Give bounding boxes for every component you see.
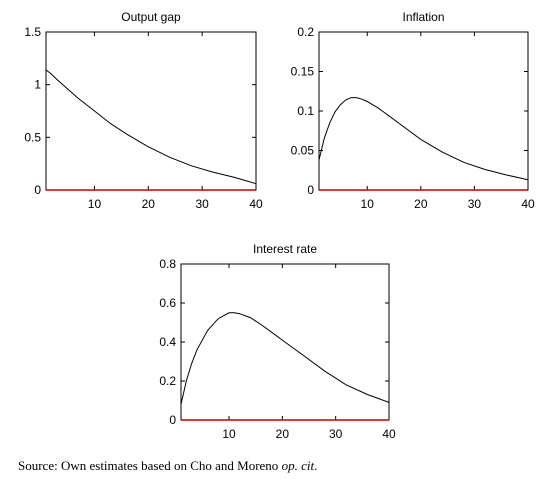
panel-1-axes-box [45,31,257,191]
panel-2-x-tick-label: 10 [361,197,375,211]
panel-3-title: Interest rate [253,242,317,256]
source-note: Source: Own estimates based on Cho and M… [18,458,317,474]
panel-1-title: Output gap [121,10,181,24]
panel-3-series-line [180,312,390,405]
panel-2-y-tick-label: 0.15 [291,65,315,79]
panel-1-x-tick-label: 40 [249,197,263,211]
panel-2-x-tick-label: 40 [521,197,535,211]
panel-1-y-tick-label: 0.5 [24,130,41,144]
panel-1-x-tick-label: 30 [195,197,209,211]
panel-1-series-line [45,69,257,185]
panel-2-y-tick-label: 0.1 [297,104,314,118]
panel-2-y-tick-label: 0.05 [291,144,315,158]
panel-2-y-tick-label: 0 [307,183,314,197]
panel-2-y-tick-label: 0.2 [297,25,314,39]
panel-3-y-tick-label: 0.2 [159,374,176,388]
panel-3-y-tick-label: 0 [169,413,176,427]
panel-3-x-tick-label: 40 [382,427,396,441]
panel-3-y-tick-label: 0.4 [159,335,176,349]
panel-2-axes-box [318,31,529,191]
panel-2-x-tick-label: 20 [414,197,428,211]
panel-3-x-tick-label: 30 [329,427,343,441]
panel-3-y-tick-label: 0.6 [159,296,176,310]
figure: Output gap 10 20 30 40 0 0.5 1 1.5 Inflation 10 20 3… [24,10,535,441]
source-text: Source: Own estimates based on Cho and M… [18,458,282,473]
panel-1-x-tick-label: 10 [88,197,102,211]
panel-1-x-tick-label: 20 [142,197,156,211]
source-end: . [314,458,318,473]
panel-1-y-tick-label: 0 [34,183,41,197]
panel-3-x-tick-label: 20 [276,427,290,441]
source-italic: op. cit [281,458,315,473]
panel-1-y-tick-label: 1.5 [24,25,41,39]
panel-3-x-tick-label: 10 [222,427,236,441]
panel-3-y-tick-label: 0.8 [159,257,176,271]
panel-1-y-tick-label: 1 [34,78,41,92]
panel-2-series-line [318,97,529,181]
panel-2-x-tick-label: 30 [468,197,482,211]
panel-2-title: Inflation [402,10,444,24]
